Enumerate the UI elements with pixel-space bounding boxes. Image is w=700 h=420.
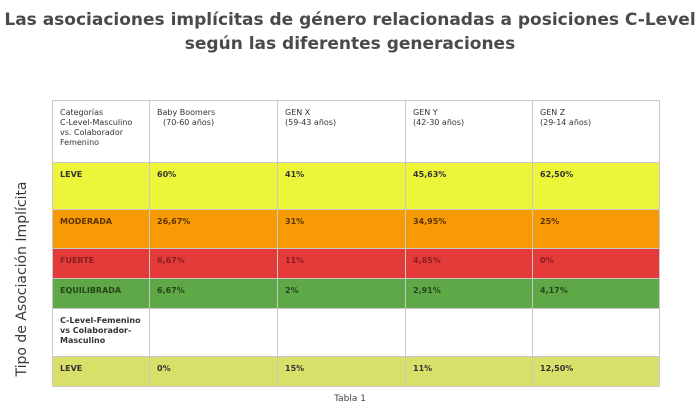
header-row: Categorías C-Level-Masculino vs. Colabor… xyxy=(52,100,660,163)
table-cell: 60% xyxy=(149,162,278,210)
empty-cell xyxy=(149,308,278,357)
title-line-1: Las asociaciones implícitas de género re… xyxy=(4,10,696,30)
table-cell: 2% xyxy=(277,278,406,309)
row-label: MODERADA xyxy=(52,209,150,249)
table-cell: 31% xyxy=(277,209,406,249)
table-cell: 0% xyxy=(532,248,660,279)
table-cell: 6,67% xyxy=(149,278,278,309)
table-cell: 62,50% xyxy=(532,162,660,210)
section2-header-row: C-Level-Femenino vs Colaborador- Masculi… xyxy=(52,308,660,357)
row-label: LEVE xyxy=(52,356,150,387)
table-cell: 15% xyxy=(277,356,406,387)
title-line-2: según las diferentes generaciones xyxy=(184,34,516,54)
table-row-leve: LEVE 60% 41% 45,63% 62,50% xyxy=(52,162,660,210)
y-axis-label: Tipo de Asociación Implícita xyxy=(14,181,30,377)
table-cell: 2,91% xyxy=(405,278,533,309)
row-label: FUERTE xyxy=(52,248,150,279)
table-cell: 11% xyxy=(405,356,533,387)
table-cell: 25% xyxy=(532,209,660,249)
table-cell: 0% xyxy=(149,356,278,387)
data-table: Categorías C-Level-Masculino vs. Colabor… xyxy=(52,100,660,387)
table-row-leve-2: LEVE 0% 15% 11% 12,50% xyxy=(52,356,660,387)
table-row-fuerte: FUERTE 6,67% 11% 4,85% 0% xyxy=(52,248,660,279)
section2-label: C-Level-Femenino vs Colaborador- Masculi… xyxy=(52,308,150,357)
table-cell: 12,50% xyxy=(532,356,660,387)
table-cell: 45,63% xyxy=(405,162,533,210)
row-label: EQUILIBRADA xyxy=(52,278,150,309)
table-row-equilibrada: EQUILIBRADA 6,67% 2% 2,91% 4,17% xyxy=(52,278,660,309)
header-gen-x: GEN X (59-43 años) xyxy=(277,100,406,163)
table-cell: 34,95% xyxy=(405,209,533,249)
header-baby-boomers: Baby Boomers (70-60 años) xyxy=(149,100,278,163)
table-cell: 11% xyxy=(277,248,406,279)
table-caption: Tabla 1 xyxy=(334,394,366,404)
table-cell: 26,67% xyxy=(149,209,278,249)
header-categories: Categorías C-Level-Masculino vs. Colabor… xyxy=(52,100,150,163)
empty-cell xyxy=(405,308,533,357)
table-cell: 4,85% xyxy=(405,248,533,279)
table-cell: 41% xyxy=(277,162,406,210)
header-gen-z: GEN Z (29-14 años) xyxy=(532,100,660,163)
page-title: Las asociaciones implícitas de género re… xyxy=(0,8,700,56)
row-label: LEVE xyxy=(52,162,150,210)
empty-cell xyxy=(277,308,406,357)
table-row-moderada: MODERADA 26,67% 31% 34,95% 25% xyxy=(52,209,660,249)
header-gen-y: GEN Y (42-30 años) xyxy=(405,100,533,163)
table-cell: 4,17% xyxy=(532,278,660,309)
empty-cell xyxy=(532,308,660,357)
table-cell: 6,67% xyxy=(149,248,278,279)
